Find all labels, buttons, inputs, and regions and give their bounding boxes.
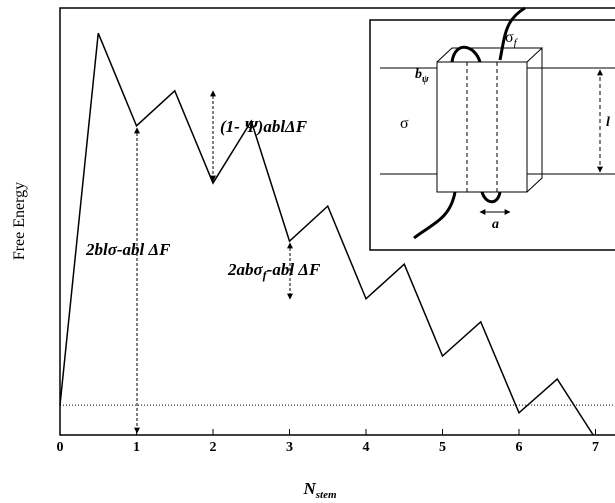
inset-label: l	[606, 115, 610, 130]
x-axis-label-main: N	[302, 479, 316, 498]
x-tick-label: 6	[516, 440, 523, 455]
x-tick-label: 0	[57, 440, 64, 455]
annotation: 2blσ-abl ΔF	[85, 240, 171, 259]
annotation-part: 2abσ	[227, 260, 264, 279]
inset: σf bψ σ l a	[369, 6, 615, 251]
y-axis-label: Free Energy	[11, 182, 28, 260]
x-tick-label: 4	[363, 440, 370, 455]
inset-label: ψ	[422, 74, 429, 85]
annotation-part: f	[263, 268, 268, 282]
x-tick-label: 3	[286, 440, 293, 455]
line	[59, 32, 594, 436]
annotation: (1- Ψ)ablΔF	[220, 117, 308, 136]
x-tick-label: 7	[592, 440, 599, 455]
inset-label: b	[415, 67, 422, 82]
x-tick-label: 2	[210, 440, 217, 455]
inset-label: f	[514, 37, 519, 49]
x-axis-label-sub: stem	[315, 489, 337, 501]
x-tick-label: 1	[133, 440, 140, 455]
arrows	[134, 90, 293, 434]
svg-text:bψ: bψ	[415, 67, 429, 85]
annotation: 2abσf-abl ΔF	[227, 260, 321, 282]
inset-label: a	[492, 217, 499, 232]
svg-text:σf: σf	[505, 29, 519, 49]
plot-frame	[59, 7, 615, 436]
inset-label: σ	[505, 29, 514, 46]
x-axis-label: Nstem	[302, 479, 337, 501]
x-tick-label: 5	[439, 440, 446, 455]
inset-label: σ	[400, 115, 409, 132]
annotation-part: -abl ΔF	[267, 260, 321, 279]
